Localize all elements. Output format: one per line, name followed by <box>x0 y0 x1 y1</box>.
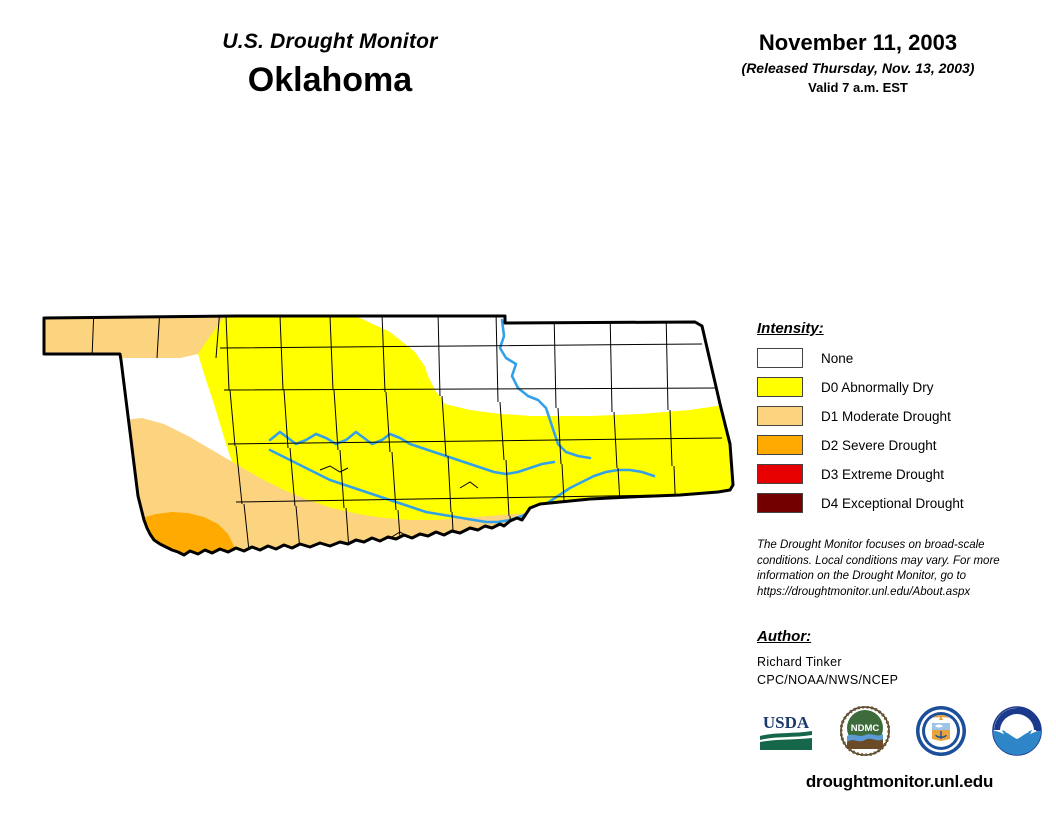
region-d1-panhandle <box>44 316 226 358</box>
legend-swatch-d3 <box>757 464 803 484</box>
region-d1-south <box>124 418 626 555</box>
legend-label-d4: D4 Exceptional Drought <box>821 495 964 511</box>
region-none-southeast <box>630 508 733 555</box>
legend-item-none: None <box>757 346 1047 370</box>
river-canadian <box>268 448 656 524</box>
legend-swatch-d4 <box>757 493 803 513</box>
noaa-logo: NOAA <box>992 705 1042 761</box>
legend-item-d4: D4 Exceptional Drought <box>757 491 1047 515</box>
author-affiliation: CPC/NOAA/NWS/NCEP <box>757 673 899 688</box>
legend-swatch-none <box>757 348 803 368</box>
river-arkansas-ne <box>498 318 592 460</box>
legend-label-d1: D1 Moderate Drought <box>821 408 951 424</box>
region-none-northeast <box>422 316 733 416</box>
page-title: U.S. Drought Monitor <box>222 30 438 53</box>
valid-date: November 11, 2003 <box>758 30 958 55</box>
author-name: Richard Tinker <box>757 655 842 669</box>
river-lake-texoma <box>346 582 392 618</box>
university-seal-logo <box>915 705 967 762</box>
legend-swatch-d2 <box>757 435 803 455</box>
river-texoma-arms <box>360 572 388 618</box>
site-url[interactable]: droughtmonitor.unl.edu <box>805 772 994 791</box>
noaa-logo-text: NOAA <box>1006 718 1029 727</box>
ndmc-logo-text: NDMC <box>851 723 880 734</box>
legend: Intensity: None D0 Abnormally Dry D1 Mod… <box>757 320 1047 520</box>
date-block: November 11, 2003 (Released Thursday, No… <box>660 30 1056 96</box>
region-d2-southwest <box>130 512 235 555</box>
legend-item-d0: D0 Abnormally Dry <box>757 375 1047 399</box>
state-name: Oklahoma <box>247 61 413 100</box>
legend-swatch-d0 <box>757 377 803 397</box>
legend-title: Intensity: <box>757 320 824 337</box>
river-cimarron <box>268 430 556 476</box>
legend-item-d3: D3 Extreme Drought <box>757 462 1047 486</box>
legend-label-d2: D2 Severe Drought <box>821 437 937 453</box>
author-block: Author: Richard Tinker CPC/NOAA/NWS/NCEP <box>757 628 1037 689</box>
legend-label-d0: D0 Abnormally Dry <box>821 379 934 395</box>
legend-item-d2: D2 Severe Drought <box>757 433 1047 457</box>
oklahoma-drought-map <box>30 292 740 652</box>
rivers-layer <box>268 318 656 618</box>
legend-item-d1: D1 Moderate Drought <box>757 404 1047 428</box>
valid-time: Valid 7 a.m. EST <box>808 80 908 96</box>
state-outline <box>42 314 735 557</box>
ndmc-logo: NDMC <box>839 705 891 761</box>
usda-logo: USDA <box>757 707 815 759</box>
author-heading: Author: <box>757 628 812 645</box>
title-block: U.S. Drought Monitor Oklahoma <box>0 30 660 100</box>
release-date: (Released Thursday, Nov. 13, 2003) <box>741 60 975 77</box>
disclaimer-text: The Drought Monitor focuses on broad-sca… <box>757 539 1000 598</box>
svg-text:USDA: USDA <box>763 713 810 732</box>
legend-label-none: None <box>821 350 854 366</box>
legend-label-d3: D3 Extreme Drought <box>821 466 945 482</box>
map-svg <box>42 314 735 618</box>
logo-row: USDA NDMC <box>757 702 1042 764</box>
legend-swatch-d1 <box>757 406 803 426</box>
